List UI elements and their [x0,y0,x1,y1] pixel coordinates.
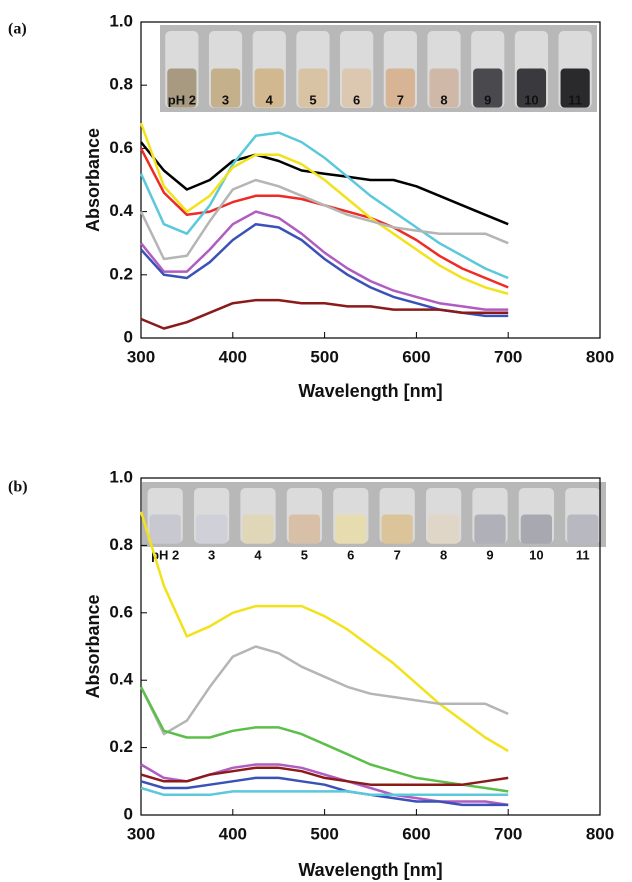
vial-liquid [427,514,460,544]
plot-frame [140,21,601,339]
inset-label: 10 [524,92,538,107]
x-tick-label: 600 [402,824,430,843]
inset-label: 9 [486,547,493,562]
spectrum-line [140,776,509,807]
x-tick-label: 500 [310,824,338,843]
spectrum-line [139,147,509,289]
spectrum-line [140,786,509,797]
vial-liquid [210,68,241,108]
spectrum-line [140,298,509,330]
x-tick-label: 500 [310,347,338,366]
vial-liquid [560,68,590,108]
y-tick-label: 0.4 [109,201,133,220]
vial-liquid [242,514,274,544]
spectrum-line [139,122,509,296]
x-tick-label: 600 [402,347,430,366]
x-tick-label: 800 [586,347,614,366]
vial-liquid [474,514,506,544]
vial-liquid [516,68,547,108]
y-tick-label: 1.0 [109,11,133,30]
inset-label: 3 [208,547,215,562]
vial-liquid [429,68,459,108]
y-tick-label: 0.8 [109,535,133,554]
y-tick-label: 0 [124,327,133,346]
spectrum-line [139,511,509,753]
y-tick-label: 0.8 [109,75,133,94]
inset-label: 4 [254,547,262,562]
x-tick-label: 300 [127,824,155,843]
y-tick-label: 0.6 [109,138,133,157]
inset-label: 5 [309,92,316,107]
spectrum-line [139,131,509,280]
x-tick-label: 300 [127,347,155,366]
y-tick-label: 0.2 [109,264,133,283]
inset-label: 6 [347,547,354,562]
y-axis-label: Absorbance [83,128,103,232]
vial-liquid [167,68,197,108]
inset-label: 11 [568,92,582,107]
inset-label: 7 [394,547,401,562]
y-tick-label: 0 [124,804,133,823]
panel-label: (b) [8,479,28,496]
y-tick-label: 1.0 [109,467,133,486]
inset-label: 4 [266,92,274,107]
spectrum-line [140,766,509,786]
inset-label: pH 2 [151,547,179,562]
inset-label: 5 [301,547,308,562]
spectrum-line [139,178,509,261]
inset-label: 8 [440,92,447,107]
spectrum-line [140,210,509,311]
vial-liquid [335,514,367,544]
y-axis-label: Absorbance [83,594,103,698]
x-tick-label: 800 [586,824,614,843]
x-tick-label: 400 [219,824,247,843]
spectrum-line [140,141,509,226]
spectrum-line [139,686,509,793]
vial-liquid [567,514,599,544]
y-tick-label: 0.6 [109,602,133,621]
x-tick-label: 700 [494,824,522,843]
inset-label: 3 [222,92,229,107]
vial-liquid [254,68,284,108]
vial-liquid [381,514,413,544]
vial-liquid [288,514,321,544]
vial-liquid [473,68,503,108]
vial-liquid [342,68,372,108]
vial-liquid [520,514,553,544]
inset-label: 8 [440,547,447,562]
vial-liquid [195,514,228,544]
panel-label: (a) [8,21,27,38]
inset-label: 10 [529,547,543,562]
vial-liquid [149,514,181,544]
x-tick-label: 700 [494,347,522,366]
vial-liquid [298,68,328,108]
x-tick-label: 400 [219,347,247,366]
vial-liquid [385,68,415,108]
x-axis-label: Wavelength [nm] [298,381,442,401]
inset-label: 11 [576,547,590,562]
y-tick-label: 0.4 [109,670,133,689]
x-axis-label: Wavelength [nm] [298,860,442,880]
inset-label: 9 [484,92,491,107]
inset-label: pH 2 [168,92,196,107]
inset-label: 7 [397,92,404,107]
inset-label: 6 [353,92,360,107]
spectrum-line [139,645,509,736]
y-tick-label: 0.2 [109,737,133,756]
plot-frame [140,477,601,816]
